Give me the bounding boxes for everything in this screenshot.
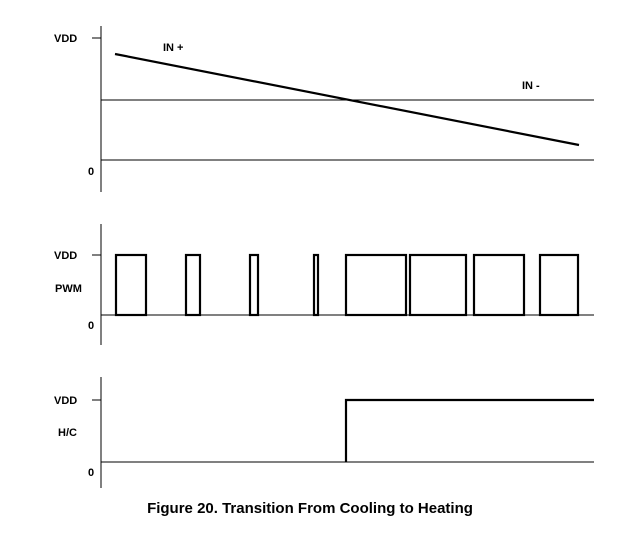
in-minus-label: IN - [522,80,540,92]
pwm-pulse [408,253,468,317]
inputs-panel: VDD 0 IN + IN - [54,26,594,192]
pwm-pulse [114,253,148,317]
pwm-pulse [184,253,202,317]
in-plus-label: IN + [163,42,183,54]
hc-panel: VDD H/C 0 [54,377,594,488]
hc-signal-label: H/C [58,427,77,439]
pwm-pulse [312,253,320,317]
pwm-pulse [538,253,580,317]
figure-caption: Figure 20. Transition From Cooling to He… [147,500,473,517]
in-plus-line [114,52,580,147]
pwm-zero-label: 0 [88,320,94,332]
pwm-waveform [114,253,580,317]
pwm-panel: VDD PWM 0 [54,224,594,345]
hc-waveform [344,398,594,462]
pwm-pulse [472,253,526,317]
inputs-vdd-label: VDD [54,33,77,45]
pwm-pulse [248,253,260,317]
inputs-zero-label: 0 [88,166,94,178]
pwm-signal-label: PWM [55,283,82,295]
pwm-pulse [344,253,408,317]
hc-vdd-label: VDD [54,395,77,407]
pwm-vdd-label: VDD [54,250,77,262]
hc-zero-label: 0 [88,467,94,479]
